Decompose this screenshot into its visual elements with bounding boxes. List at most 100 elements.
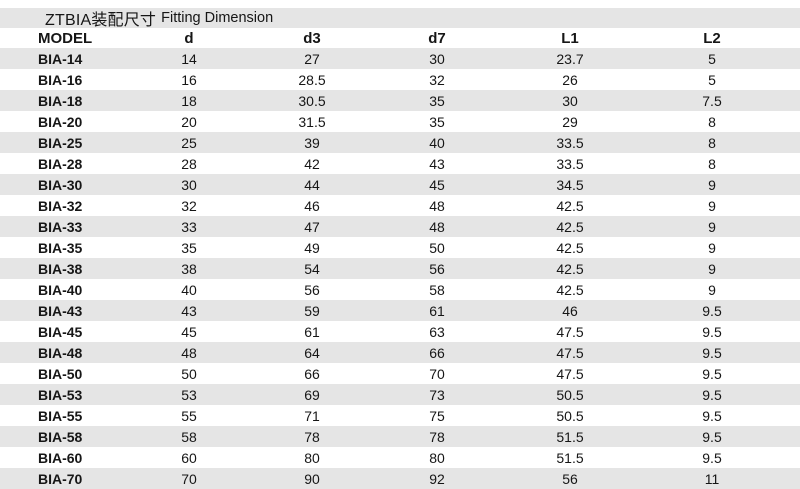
value-cell: 54 [304, 260, 320, 277]
value-cell: 45 [429, 176, 445, 193]
table-row: BIA-48 48 64 66 47.5 9.5 [0, 342, 800, 363]
value-cell: 30.5 [298, 92, 326, 109]
column-header-d7: d7 [428, 29, 446, 47]
value-cell: 50 [429, 239, 445, 256]
table-row: BIA-58 58 78 78 51.5 9.5 [0, 426, 800, 447]
value-cell: 29 [562, 113, 578, 130]
model-cell: BIA-14 [38, 50, 83, 67]
value-cell: 40 [429, 134, 445, 151]
value-cell: 7.5 [702, 92, 722, 109]
value-cell: 48 [429, 218, 445, 235]
value-cell: 25 [181, 134, 197, 151]
value-cell: 44 [304, 176, 320, 193]
table-row: BIA-35 35 49 50 42.5 9 [0, 237, 800, 258]
title-bar: ZTBIA装配尺寸 Fitting Dimension [0, 8, 800, 29]
table-row: BIA-60 60 80 80 51.5 9.5 [0, 447, 800, 468]
page-title: ZTBIA装配尺寸 [45, 12, 157, 29]
page-title-en: Fitting Dimension [161, 10, 274, 26]
value-cell: 42.5 [556, 218, 584, 235]
value-cell: 59 [304, 302, 320, 319]
value-cell: 9.5 [702, 386, 722, 403]
value-cell: 42.5 [556, 197, 584, 214]
value-cell: 33.5 [556, 155, 584, 172]
model-cell: BIA-16 [38, 71, 83, 88]
value-cell: 33 [181, 218, 197, 235]
value-cell: 28 [181, 155, 197, 172]
value-cell: 42.5 [556, 239, 584, 256]
value-cell: 32 [429, 71, 445, 88]
value-cell: 42 [304, 155, 320, 172]
model-cell: BIA-45 [38, 323, 83, 340]
table-row: BIA-16 16 28.5 32 26 5 [0, 69, 800, 90]
table-row: BIA-28 28 42 43 33.5 8 [0, 153, 800, 174]
value-cell: 50.5 [556, 407, 584, 424]
value-cell: 78 [429, 428, 445, 445]
table-row: BIA-20 20 31.5 35 29 8 [0, 111, 800, 132]
value-cell: 9 [708, 260, 716, 277]
value-cell: 47.5 [556, 323, 584, 340]
model-cell: BIA-55 [38, 407, 83, 424]
value-cell: 56 [304, 281, 320, 298]
value-cell: 8 [708, 155, 716, 172]
table-row: BIA-43 43 59 61 46 9.5 [0, 300, 800, 321]
value-cell: 61 [429, 302, 445, 319]
model-cell: BIA-30 [38, 176, 83, 193]
value-cell: 78 [304, 428, 320, 445]
model-cell: BIA-58 [38, 428, 83, 445]
table-row: BIA-40 40 56 58 42.5 9 [0, 279, 800, 300]
fitting-dimension-table: MODEL d d3 d7 L1 L2 BIA-14 14 27 30 23.7 5 BIA… [0, 28, 800, 489]
model-cell: BIA-35 [38, 239, 83, 256]
value-cell: 47 [304, 218, 320, 235]
value-cell: 9.5 [702, 344, 722, 361]
model-cell: BIA-50 [38, 365, 83, 382]
value-cell: 26 [562, 71, 578, 88]
value-cell: 39 [304, 134, 320, 151]
value-cell: 16 [181, 71, 197, 88]
model-cell: BIA-38 [38, 260, 83, 277]
value-cell: 50 [181, 365, 197, 382]
model-cell: BIA-28 [38, 155, 83, 172]
value-cell: 70 [181, 470, 197, 487]
value-cell: 33.5 [556, 134, 584, 151]
value-cell: 47.5 [556, 365, 584, 382]
value-cell: 45 [181, 323, 197, 340]
value-cell: 42.5 [556, 260, 584, 277]
value-cell: 9 [708, 218, 716, 235]
column-header-l1: L1 [561, 29, 579, 47]
column-header-l2: L2 [703, 29, 721, 47]
value-cell: 35 [429, 113, 445, 130]
value-cell: 69 [304, 386, 320, 403]
value-cell: 14 [181, 50, 197, 67]
value-cell: 43 [429, 155, 445, 172]
value-cell: 9.5 [702, 365, 722, 382]
table-row: BIA-14 14 27 30 23.7 5 [0, 48, 800, 69]
value-cell: 31.5 [298, 113, 326, 130]
value-cell: 66 [429, 344, 445, 361]
value-cell: 63 [429, 323, 445, 340]
value-cell: 20 [181, 113, 197, 130]
value-cell: 75 [429, 407, 445, 424]
value-cell: 28.5 [298, 71, 326, 88]
value-cell: 9 [708, 239, 716, 256]
value-cell: 71 [304, 407, 320, 424]
value-cell: 40 [181, 281, 197, 298]
column-header-d: d [184, 29, 194, 47]
value-cell: 9.5 [702, 323, 722, 340]
value-cell: 35 [429, 92, 445, 109]
value-cell: 47.5 [556, 344, 584, 361]
value-cell: 35 [181, 239, 197, 256]
value-cell: 42.5 [556, 281, 584, 298]
table-row: BIA-30 30 44 45 34.5 9 [0, 174, 800, 195]
value-cell: 61 [304, 323, 320, 340]
value-cell: 11 [704, 470, 720, 487]
value-cell: 55 [181, 407, 197, 424]
value-cell: 58 [429, 281, 445, 298]
model-cell: BIA-70 [38, 470, 83, 487]
table-row: BIA-33 33 47 48 42.5 9 [0, 216, 800, 237]
model-cell: BIA-32 [38, 197, 83, 214]
value-cell: 46 [304, 197, 320, 214]
value-cell: 32 [181, 197, 197, 214]
model-cell: BIA-53 [38, 386, 83, 403]
value-cell: 5 [708, 50, 716, 67]
table-row: BIA-45 45 61 63 47.5 9.5 [0, 321, 800, 342]
